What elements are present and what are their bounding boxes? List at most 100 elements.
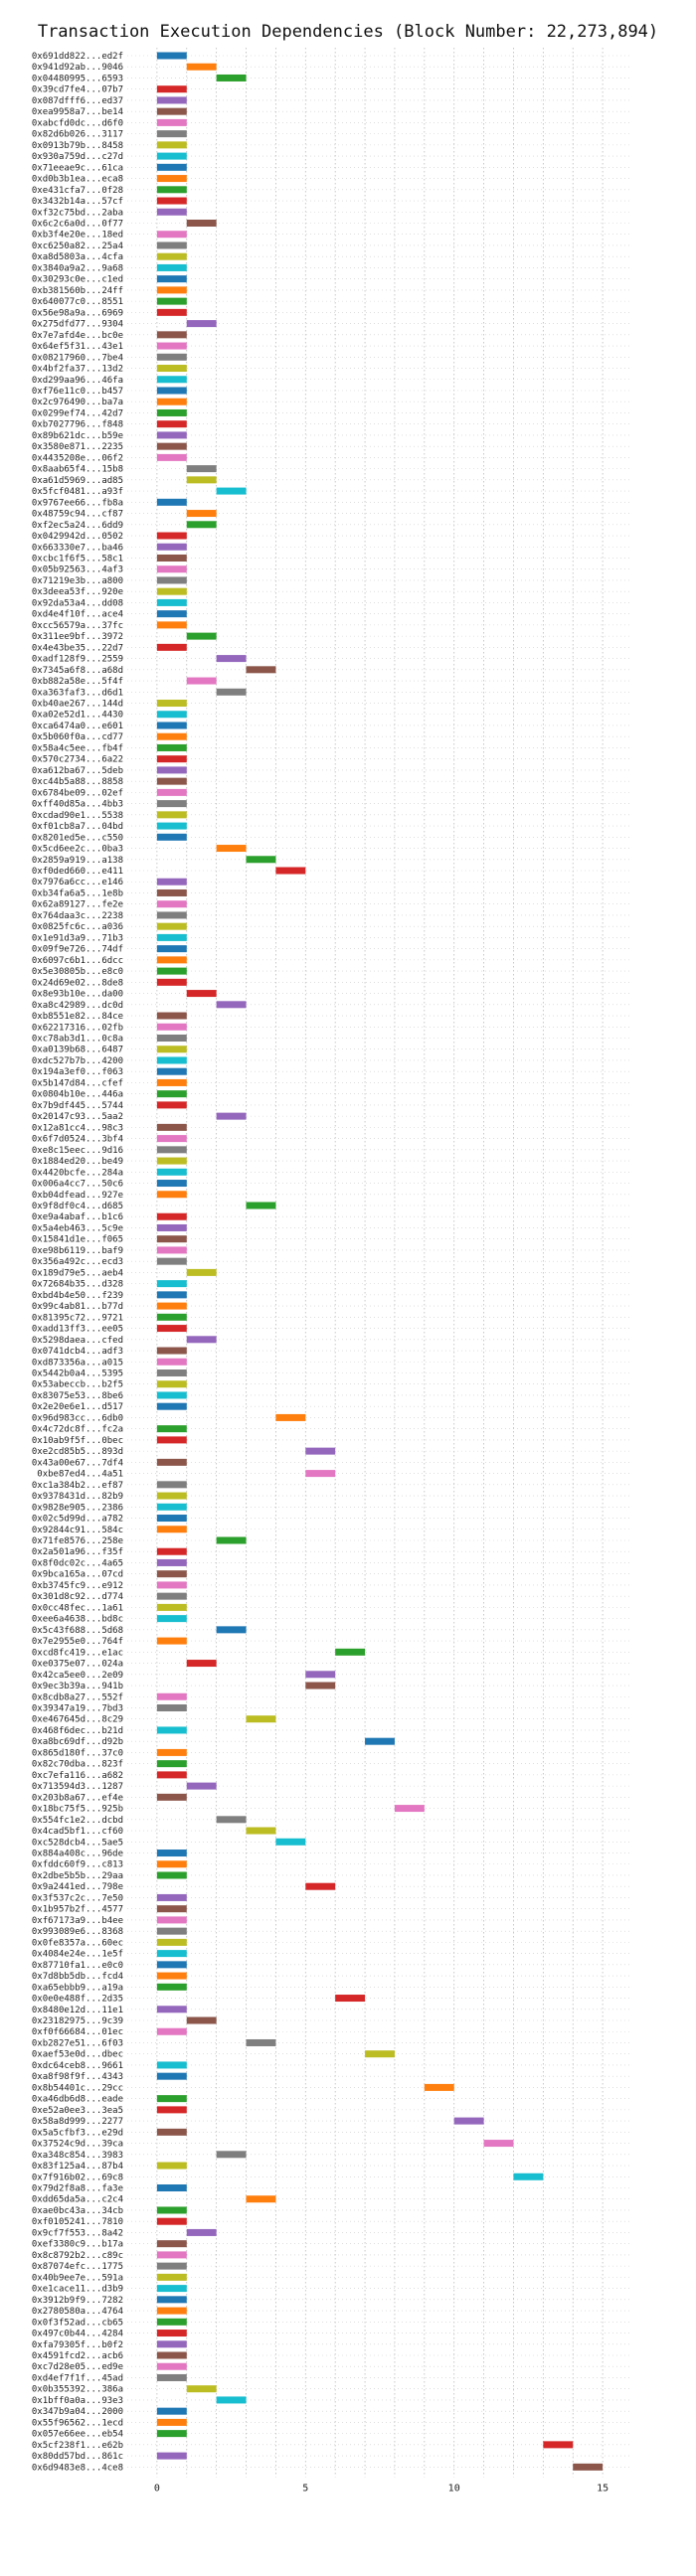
transaction-label: 0x30293c0e...c1ed bbox=[32, 275, 123, 285]
transaction-label: 0x39347a19...7bd3 bbox=[32, 1703, 123, 1713]
transaction-bar bbox=[156, 197, 187, 205]
transaction-label: 0xd0b3b1ea...eca8 bbox=[32, 175, 123, 185]
transaction-label: 0x1e91d3a9...71b3 bbox=[32, 933, 123, 943]
transaction-bar bbox=[156, 1871, 187, 1879]
transaction-label: 0x4084e24e...1e5f bbox=[32, 1950, 123, 1960]
transaction-bar bbox=[246, 1202, 276, 1209]
transaction-label: 0x3912b9f9...7282 bbox=[32, 2296, 123, 2306]
transaction-label: 0x1b957b2f...4577 bbox=[32, 1905, 123, 1915]
transaction-label: 0x8aab65f4...15b8 bbox=[32, 465, 123, 475]
transaction-bar bbox=[186, 63, 217, 71]
transaction-label: 0x92da53a4...dd08 bbox=[32, 598, 123, 608]
transaction-label: 0x56e98a9a...6969 bbox=[32, 308, 123, 318]
transaction-bar bbox=[483, 2140, 514, 2148]
transaction-label: 0x42ca5ee0...2e09 bbox=[32, 1671, 123, 1681]
transaction-bar bbox=[156, 766, 187, 774]
transaction-bar bbox=[156, 353, 187, 361]
transaction-label: 0x1884ed20...be49 bbox=[32, 1157, 123, 1167]
transaction-label: 0x468f6dec...b21d bbox=[32, 1726, 123, 1736]
transaction-label: 0x057e66ee...eb54 bbox=[32, 2430, 123, 2440]
transaction-bar bbox=[156, 175, 187, 183]
transaction-bar bbox=[543, 2441, 574, 2449]
transaction-label: 0xa612ba67...5deb bbox=[32, 766, 123, 776]
transaction-bar bbox=[246, 666, 276, 674]
transaction-label: 0xd4ef7f1f...45ad bbox=[32, 2373, 123, 2383]
transaction-bar bbox=[394, 1805, 425, 1813]
transaction-label: 0x83f125a4...87b4 bbox=[32, 2162, 123, 2172]
transaction-label: 0x4cad5bf1...cf60 bbox=[32, 1827, 123, 1837]
transaction-label: 0x2c976490...ba7a bbox=[32, 398, 123, 407]
transaction-label: 0x72684b35...d328 bbox=[32, 1280, 123, 1290]
transaction-bar bbox=[156, 1570, 187, 1578]
transaction-label: 0x8480e12d...11e1 bbox=[32, 2006, 123, 2015]
transaction-bar bbox=[156, 1581, 187, 1589]
transaction-bar bbox=[156, 1592, 187, 1600]
transaction-bar bbox=[365, 2050, 395, 2058]
transaction-label: 0xe431cfa7...0f28 bbox=[32, 186, 123, 196]
transaction-label: 0x05b92563...4af3 bbox=[32, 565, 123, 575]
transaction-bar bbox=[156, 1905, 187, 1913]
transaction-label: 0x71eeae9c...61ca bbox=[32, 163, 123, 173]
transaction-bar bbox=[156, 621, 187, 629]
transaction-bar bbox=[156, 130, 187, 138]
transaction-bar bbox=[156, 822, 187, 830]
transaction-bar bbox=[186, 465, 217, 473]
transaction-label: 0xc6250a82...25a4 bbox=[32, 242, 123, 251]
transaction-label: 0x0b355392...386a bbox=[32, 2385, 123, 2395]
transaction-bar bbox=[186, 1336, 217, 1344]
transaction-bar bbox=[156, 610, 187, 618]
transaction-bar bbox=[156, 2162, 187, 2170]
transaction-bar bbox=[156, 1325, 187, 1333]
transaction-bar bbox=[156, 532, 187, 540]
transaction-bar bbox=[186, 320, 217, 328]
transaction-label: 0xe1cace11...d3b9 bbox=[32, 2285, 123, 2295]
transaction-label: 0x58a4c5ee...fb4f bbox=[32, 743, 123, 753]
transaction-bar bbox=[156, 96, 187, 104]
transaction-bar bbox=[216, 2151, 247, 2159]
transaction-bar bbox=[156, 1916, 187, 1924]
transaction-label: 0x3deea53f...920e bbox=[32, 587, 123, 597]
transaction-label: 0x2a501a96...f35f bbox=[32, 1547, 123, 1557]
transaction-bar bbox=[156, 1692, 187, 1700]
transaction-label: 0x640077c0...8551 bbox=[32, 297, 123, 307]
transaction-label: 0x39cd7fe4...07b7 bbox=[32, 85, 123, 95]
transaction-label: 0xe98b6119...baf9 bbox=[32, 1246, 123, 1256]
transaction-bar bbox=[156, 118, 187, 126]
transaction-label: 0x5c43f688...5d68 bbox=[32, 1626, 123, 1636]
transaction-label: 0x570c2734...6a22 bbox=[32, 755, 123, 765]
transaction-bar bbox=[156, 1313, 187, 1321]
transaction-label: 0x8201ed5e...c550 bbox=[32, 833, 123, 843]
transaction-label: 0x04480995...6593 bbox=[32, 74, 123, 83]
transaction-bar bbox=[156, 1402, 187, 1410]
transaction-bar bbox=[156, 700, 187, 708]
transaction-bar bbox=[156, 2273, 187, 2281]
transaction-bar bbox=[156, 398, 187, 405]
transaction-bar bbox=[335, 1648, 366, 1656]
transaction-bar bbox=[156, 1760, 187, 1768]
transaction-label: 0x8e93b10e...da00 bbox=[32, 990, 123, 1000]
transaction-label: 0xca6474a0...e601 bbox=[32, 722, 123, 731]
transaction-label: 0x764daa3c...2238 bbox=[32, 911, 123, 921]
transaction-label: 0x9378431d...82b9 bbox=[32, 1492, 123, 1502]
transaction-bar bbox=[156, 1235, 187, 1243]
transaction-bar bbox=[156, 1850, 187, 1857]
transaction-bar bbox=[216, 487, 247, 495]
transaction-bar bbox=[156, 2340, 187, 2348]
transaction-bar bbox=[156, 1938, 187, 1946]
transaction-label: 0x6c2c6a0d...0f77 bbox=[32, 219, 123, 229]
transaction-label: 0xdc64ceb8...9661 bbox=[32, 2061, 123, 2071]
transaction-label: 0x89b621dc...b59e bbox=[32, 431, 123, 441]
transaction-label: 0x8cdb8a27...552f bbox=[32, 1692, 123, 1702]
transaction-label: 0xef3380c9...b17a bbox=[32, 2240, 123, 2250]
transaction-bar bbox=[156, 1135, 187, 1143]
transaction-label: 0xe467645d...8c29 bbox=[32, 1715, 123, 1725]
transaction-label: 0x497c0b44...4284 bbox=[32, 2330, 123, 2339]
transaction-bar bbox=[156, 1391, 187, 1399]
transaction-label: 0x8f0dc02c...4a65 bbox=[32, 1558, 123, 1568]
transaction-bar bbox=[305, 1671, 336, 1679]
transaction-bar bbox=[156, 565, 187, 573]
transaction-bar bbox=[186, 2228, 217, 2236]
transaction-bar bbox=[156, 342, 187, 350]
transaction-label: 0x5cd6ee2c...0ba3 bbox=[32, 845, 123, 855]
transaction-label: 0xa8d5803a...4cfa bbox=[32, 252, 123, 262]
